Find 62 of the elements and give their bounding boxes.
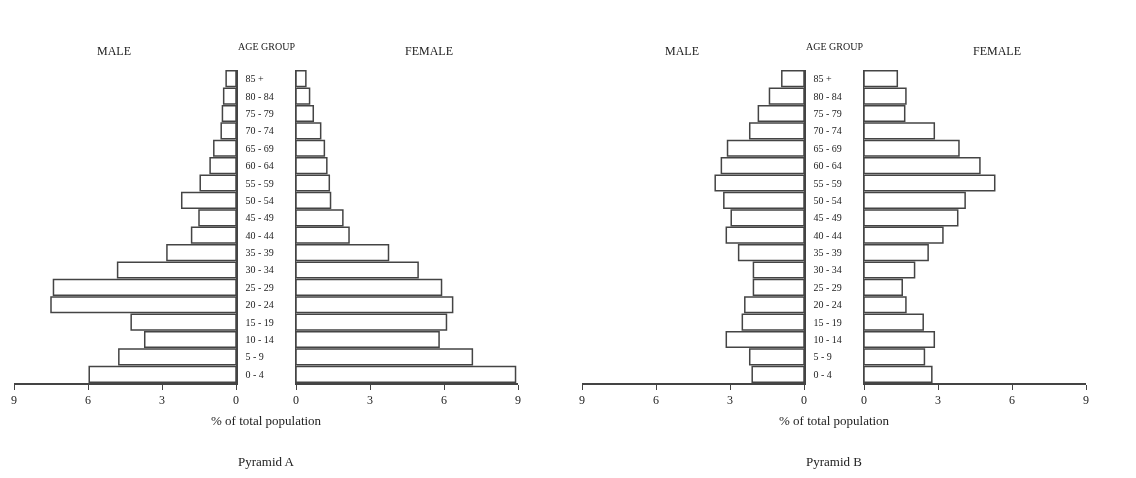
y-tick-label: 80 - 84 <box>813 90 842 102</box>
y-tick-label: 40 - 44 <box>813 229 842 241</box>
y-tick-label: 60 - 64 <box>245 160 274 172</box>
y-tick-label: 20 - 24 <box>245 299 274 311</box>
x-tick-label: 6 <box>85 392 91 407</box>
x-tick-label: 6 <box>653 392 659 407</box>
y-tick-label: 45 - 49 <box>245 212 274 224</box>
y-tick-label: 40 - 44 <box>245 229 274 241</box>
y-tick-label: 55 - 59 <box>813 177 842 189</box>
text: FEMALE <box>973 44 1021 58</box>
y-tick-label: 50 - 54 <box>245 194 274 206</box>
x-tick-label: 3 <box>159 392 165 407</box>
text: FEMALE <box>405 44 453 58</box>
text: Pyramid B <box>806 454 863 469</box>
x-tick-label: 6 <box>1009 392 1015 407</box>
y-tick-label: 65 - 69 <box>245 142 274 154</box>
y-tick-label: 5 - 9 <box>813 351 832 363</box>
x-tick-label: 9 <box>1083 392 1089 407</box>
text: MALE <box>665 44 699 58</box>
y-tick-label: 35 - 39 <box>245 247 274 259</box>
x-tick-label: 9 <box>515 392 521 407</box>
y-tick-label: 85 + <box>245 73 264 85</box>
x-axis-title: % of total population <box>211 413 322 428</box>
y-tick-label: 50 - 54 <box>813 194 842 206</box>
y-tick-label: 80 - 84 <box>245 90 274 102</box>
y-tick-label: 30 - 34 <box>245 264 274 276</box>
y-tick-label: 25 - 29 <box>813 281 842 293</box>
y-axis-title: AGE GROUP <box>806 41 864 52</box>
y-tick-label: 75 - 79 <box>813 107 842 119</box>
y-tick-label: 75 - 79 <box>245 107 274 119</box>
y-tick-label: 55 - 59 <box>245 177 274 189</box>
y-tick-label: 0 - 4 <box>245 368 264 380</box>
text: MALE <box>97 44 131 58</box>
text: Pyramid A <box>238 454 295 469</box>
x-tick-label: 9 <box>11 392 17 407</box>
x-tick-label: 0 <box>293 392 299 407</box>
y-tick-label: 70 - 74 <box>245 125 274 137</box>
x-axis-title: % of total population <box>779 413 890 428</box>
y-tick-label: 45 - 49 <box>813 212 842 224</box>
y-tick-label: 0 - 4 <box>813 368 832 380</box>
y-tick-label: 65 - 69 <box>813 142 842 154</box>
x-tick-label: 3 <box>727 392 733 407</box>
y-tick-label: 35 - 39 <box>813 247 842 259</box>
y-tick-label: 70 - 74 <box>813 125 842 137</box>
x-tick-label: 0 <box>861 392 867 407</box>
y-tick-label: 15 - 19 <box>245 316 274 328</box>
y-tick-label: 10 - 14 <box>813 334 842 346</box>
y-tick-label: 60 - 64 <box>813 160 842 172</box>
y-axis-title: AGE GROUP <box>238 41 296 52</box>
x-tick-label: 0 <box>801 392 807 407</box>
y-tick-label: 25 - 29 <box>245 281 274 293</box>
y-tick-label: 85 + <box>813 73 832 85</box>
x-tick-label: 3 <box>935 392 941 407</box>
x-tick-label: 3 <box>367 392 373 407</box>
x-tick-label: 9 <box>579 392 585 407</box>
x-tick-label: 6 <box>441 392 447 407</box>
y-tick-label: 30 - 34 <box>813 264 842 276</box>
y-tick-label: 20 - 24 <box>813 299 842 311</box>
y-tick-label: 5 - 9 <box>245 351 264 363</box>
y-tick-label: 15 - 19 <box>813 316 842 328</box>
y-tick-label: 10 - 14 <box>245 334 274 346</box>
x-tick-label: 0 <box>233 392 239 407</box>
